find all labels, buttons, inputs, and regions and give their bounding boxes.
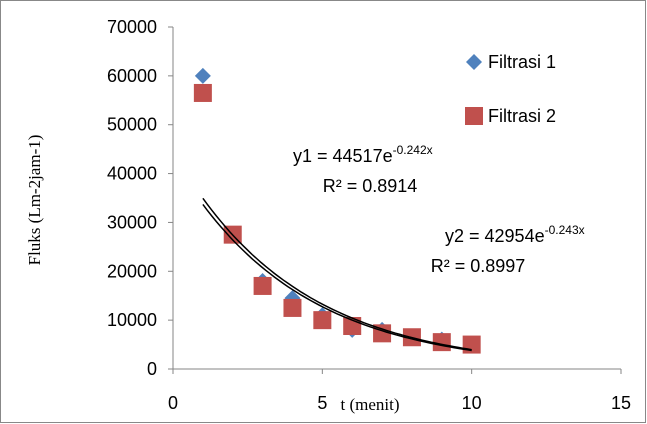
legend-marker <box>466 54 482 70</box>
x-tick-label: 5 <box>317 393 327 413</box>
y-axis-label: Fluks (Lm-2jam-1) <box>25 135 44 266</box>
trendline-equation: y2 = 42954e-0.243x <box>445 223 585 246</box>
x-tick-label: 10 <box>462 393 482 413</box>
r-squared: R² = 0.8914 <box>323 176 418 196</box>
y-tick-label: 10000 <box>107 310 157 330</box>
trendline <box>202 197 472 351</box>
point <box>283 298 302 317</box>
y-tick-label: 70000 <box>107 17 157 37</box>
y-tick-label: 30000 <box>107 212 157 232</box>
legend-label: Filtrasi 2 <box>488 106 556 126</box>
y-tick-label: 0 <box>147 359 157 379</box>
x-axis-label: t (menit) <box>340 395 399 414</box>
equation-exponent: -0.243x <box>545 223 585 237</box>
y-tick-label: 40000 <box>107 164 157 184</box>
y-tick-label: 60000 <box>107 66 157 86</box>
point <box>432 333 451 352</box>
trendline-equation: y1 = 44517e-0.242x <box>293 143 433 166</box>
point <box>462 335 481 354</box>
y-tick-label: 20000 <box>107 261 157 281</box>
point <box>194 67 211 84</box>
y-tick-label: 50000 <box>107 115 157 135</box>
point <box>253 276 272 295</box>
equation-exponent: -0.242x <box>393 143 433 157</box>
equation-base: y1 = 44517e <box>293 146 393 166</box>
trendline <box>202 203 472 352</box>
legend-label: Filtrasi 1 <box>488 52 556 72</box>
x-tick-label: 0 <box>168 393 178 413</box>
point <box>313 311 332 330</box>
point <box>193 83 212 102</box>
x-tick-label: 15 <box>611 393 631 413</box>
equation-base: y2 = 42954e <box>445 226 545 246</box>
legend-marker <box>465 107 483 125</box>
r-squared: R² = 0.8997 <box>431 256 526 276</box>
